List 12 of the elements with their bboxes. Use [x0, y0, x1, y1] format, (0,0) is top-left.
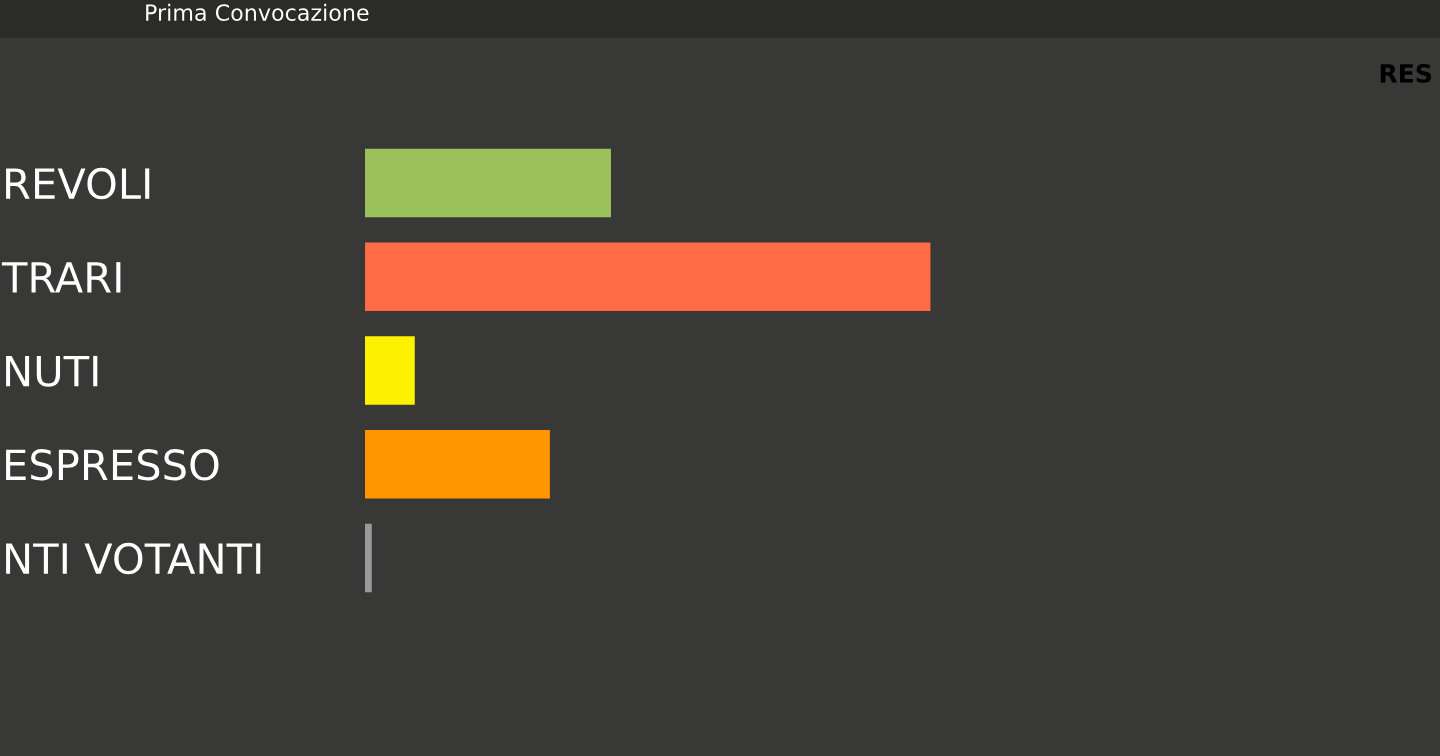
- text: RES: [1380, 63, 1431, 83]
- bar: [365, 148, 611, 218]
- y-tick-label: NUTI: [6, 355, 98, 387]
- bar: [365, 523, 372, 593]
- y-tick-label: TRARI: [1, 262, 121, 293]
- y-tick-label: ESPRESSO: [6, 449, 219, 481]
- bar: [365, 242, 931, 311]
- y-tick-label: REVOLI: [6, 167, 150, 200]
- y-tick-label: NTI VOTANTI: [6, 542, 261, 575]
- bar: [365, 336, 415, 405]
- bar: [365, 429, 550, 499]
- chart-title: Prima Convocazione: [146, 3, 369, 21]
